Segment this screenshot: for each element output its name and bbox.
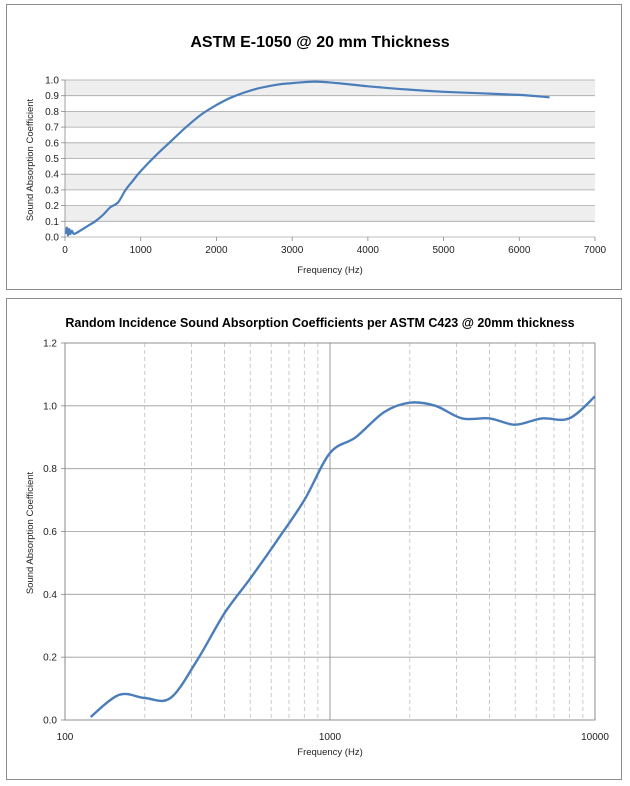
plot-area-border: [64, 342, 596, 721]
x-tick-label: 3000: [281, 245, 304, 256]
x-tick-label: 6000: [508, 245, 531, 256]
grid-band: [65, 205, 595, 222]
chart-e1050: ASTM E-1050 @ 20 mm Thickness Frequency …: [25, 34, 607, 276]
y-tick-label: 1.2: [43, 339, 57, 350]
y-tick-label: 1.0: [45, 76, 59, 87]
x-tick-label: 1000: [319, 732, 342, 743]
y-tick-label: 0.8: [43, 464, 57, 475]
y-axis-label: Sound Absorption Coefficient: [25, 471, 36, 594]
y-tick-label: 0.2: [43, 653, 57, 664]
grid-band: [65, 174, 595, 190]
y-tick-label: 0.5: [45, 154, 59, 165]
x-axis-label: Frequency (Hz): [297, 265, 362, 276]
y-tick-label: 0.6: [43, 527, 57, 538]
x-tick-label: 5000: [432, 245, 455, 256]
y-tick-label: 0.4: [43, 590, 57, 601]
y-tick-label: 0.9: [45, 91, 59, 102]
x-tick-label: 4000: [357, 245, 380, 256]
x-tick-label: 7000: [584, 245, 607, 256]
x-tick-label: 10000: [581, 732, 609, 743]
y-tick-label: 0.2: [45, 201, 59, 212]
y-tick-label: 0.0: [43, 716, 57, 727]
x-tick-label: 100: [57, 732, 74, 743]
chart-title: ASTM E-1050 @ 20 mm Thickness: [190, 34, 449, 51]
grid-band: [65, 142, 595, 159]
y-tick-label: 0.1: [45, 217, 59, 228]
y-tick-label: 1.0: [43, 401, 57, 412]
x-tick-label: 0: [62, 245, 68, 256]
series-line: [65, 80, 550, 237]
chart-panel-c423: Random Incidence Sound Absorption Coeffi…: [6, 298, 622, 780]
y-axis-label: Sound Absorption Coefficient: [25, 98, 36, 221]
chart-title: Random Incidence Sound Absorption Coeffi…: [65, 316, 574, 330]
chart-c423: Random Incidence Sound Absorption Coeffi…: [25, 316, 609, 758]
y-tick-label: 0.6: [45, 138, 59, 149]
x-tick-label: 1000: [130, 245, 153, 256]
y-tick-label: 0.4: [45, 170, 59, 181]
series-line: [89, 395, 596, 718]
y-tick-label: 0.8: [45, 107, 59, 118]
x-tick-label: 2000: [205, 245, 228, 256]
chart-panel-e1050: ASTM E-1050 @ 20 mm Thickness Frequency …: [6, 4, 622, 290]
y-tick-label: 0.3: [45, 185, 59, 196]
y-tick-label: 0.0: [45, 233, 59, 244]
y-tick-label: 0.7: [45, 123, 59, 134]
x-axis-label: Frequency (Hz): [297, 747, 362, 758]
grid-band: [65, 111, 595, 128]
